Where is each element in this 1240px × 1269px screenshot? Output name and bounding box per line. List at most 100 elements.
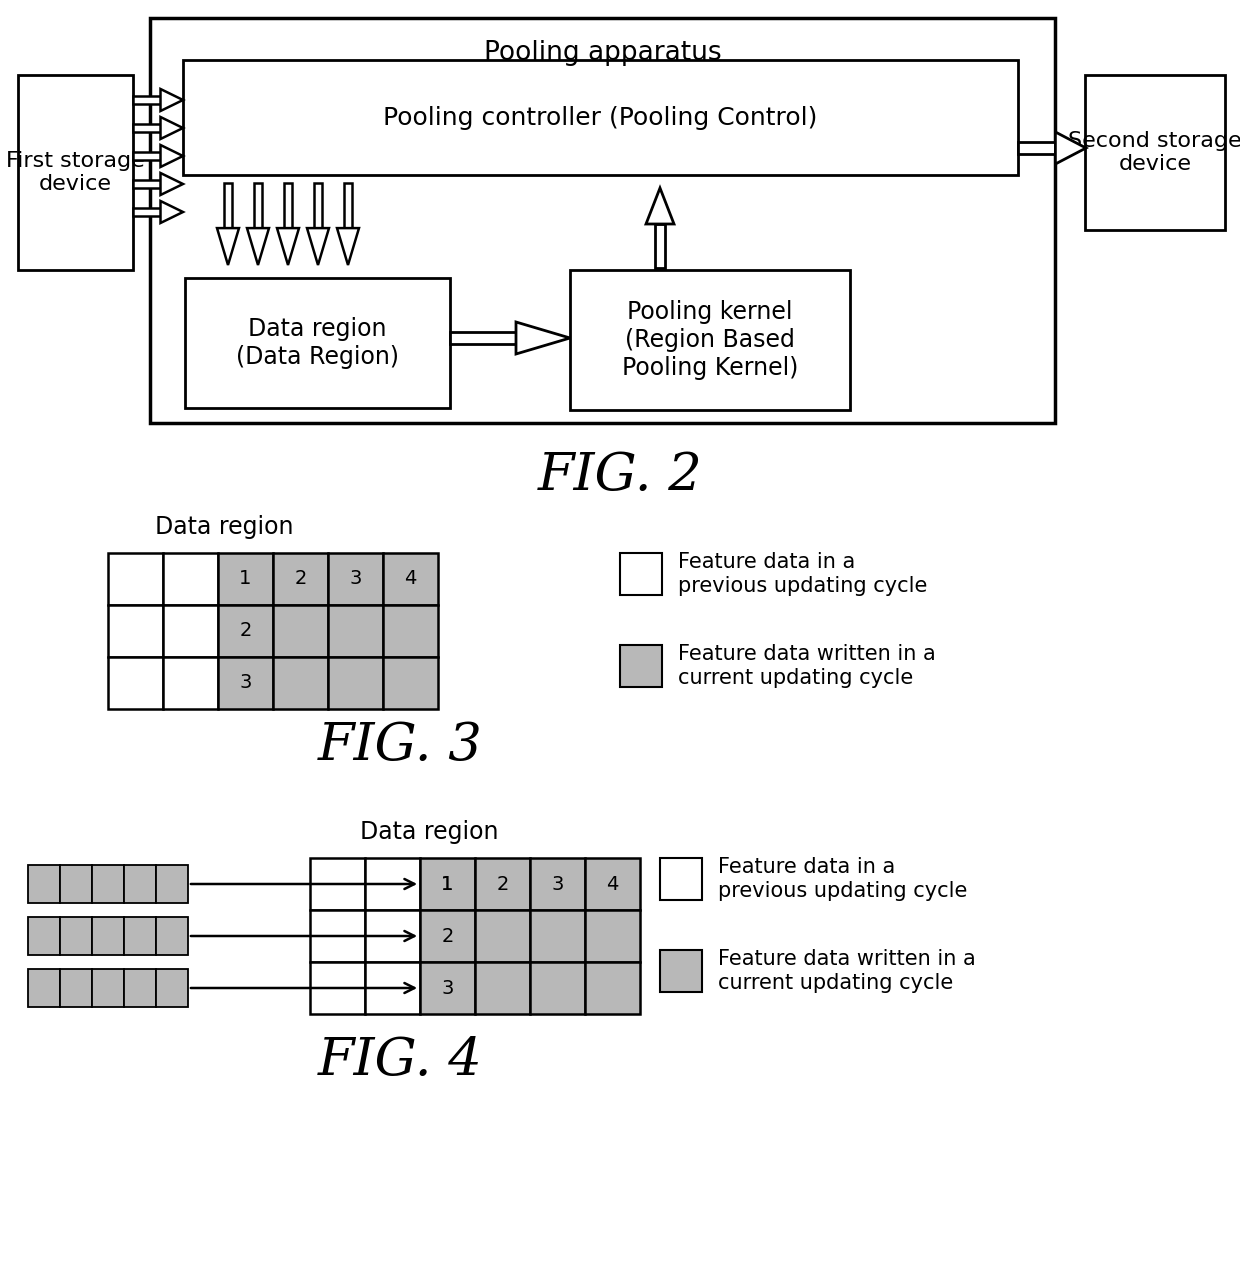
Bar bbox=[162, 553, 218, 605]
Bar bbox=[420, 910, 475, 962]
Polygon shape bbox=[217, 228, 239, 265]
Bar bbox=[383, 605, 438, 657]
Bar bbox=[156, 865, 188, 904]
Bar bbox=[345, 183, 352, 228]
Bar bbox=[224, 183, 232, 228]
Bar bbox=[310, 962, 365, 1014]
Bar bbox=[273, 553, 329, 605]
Bar bbox=[218, 553, 273, 605]
Text: 3: 3 bbox=[552, 874, 564, 893]
Bar bbox=[585, 962, 640, 1014]
Text: Second storage
device: Second storage device bbox=[1068, 131, 1240, 174]
Bar bbox=[475, 858, 529, 910]
Polygon shape bbox=[1055, 132, 1086, 164]
Bar bbox=[450, 332, 516, 344]
Polygon shape bbox=[160, 145, 184, 168]
Bar bbox=[365, 910, 420, 962]
Bar bbox=[29, 970, 60, 1008]
Bar bbox=[92, 865, 124, 904]
Text: Pooling apparatus: Pooling apparatus bbox=[484, 41, 722, 66]
Bar bbox=[273, 605, 329, 657]
Text: FIG. 4: FIG. 4 bbox=[317, 1036, 482, 1086]
Text: 2: 2 bbox=[496, 874, 508, 893]
Bar bbox=[310, 858, 365, 910]
Bar bbox=[620, 553, 662, 595]
Polygon shape bbox=[516, 322, 570, 354]
Bar bbox=[310, 910, 365, 962]
Text: 4: 4 bbox=[606, 874, 619, 893]
Bar bbox=[529, 858, 585, 910]
Bar bbox=[162, 657, 218, 709]
Text: 3: 3 bbox=[441, 978, 454, 997]
Bar bbox=[29, 865, 60, 904]
Bar bbox=[124, 970, 156, 1008]
Bar bbox=[133, 180, 160, 188]
Bar bbox=[156, 970, 188, 1008]
Text: Feature data in a
previous updating cycle: Feature data in a previous updating cycl… bbox=[718, 858, 967, 901]
Bar bbox=[284, 183, 291, 228]
Text: 3: 3 bbox=[239, 674, 252, 693]
Bar bbox=[218, 657, 273, 709]
Text: 3: 3 bbox=[350, 570, 362, 589]
Polygon shape bbox=[308, 228, 329, 265]
Polygon shape bbox=[160, 117, 184, 140]
Text: 2: 2 bbox=[441, 926, 454, 945]
Bar bbox=[133, 124, 160, 132]
Text: Data region: Data region bbox=[155, 515, 294, 539]
Bar bbox=[570, 270, 849, 410]
Bar bbox=[420, 962, 475, 1014]
Bar bbox=[92, 917, 124, 956]
Bar bbox=[655, 225, 665, 268]
Bar bbox=[133, 96, 160, 104]
Bar bbox=[60, 865, 92, 904]
Text: 1: 1 bbox=[441, 874, 454, 893]
Bar bbox=[529, 910, 585, 962]
Bar bbox=[314, 183, 322, 228]
Text: FIG. 2: FIG. 2 bbox=[538, 450, 702, 501]
Bar bbox=[383, 657, 438, 709]
Bar bbox=[329, 657, 383, 709]
Text: 2: 2 bbox=[294, 570, 306, 589]
Bar bbox=[156, 917, 188, 956]
Bar bbox=[185, 278, 450, 409]
Bar bbox=[124, 865, 156, 904]
Bar bbox=[108, 553, 162, 605]
Bar bbox=[420, 858, 475, 910]
Polygon shape bbox=[337, 228, 360, 265]
Polygon shape bbox=[160, 89, 184, 110]
Bar bbox=[92, 970, 124, 1008]
Bar bbox=[475, 910, 529, 962]
Text: 2: 2 bbox=[239, 622, 252, 641]
Text: 4: 4 bbox=[404, 570, 417, 589]
Text: FIG. 3: FIG. 3 bbox=[317, 720, 482, 772]
Bar bbox=[529, 962, 585, 1014]
Bar bbox=[108, 605, 162, 657]
Bar bbox=[475, 962, 529, 1014]
Bar bbox=[29, 917, 60, 956]
Bar bbox=[19, 75, 133, 270]
Text: Feature data written in a
current updating cycle: Feature data written in a current updati… bbox=[678, 645, 936, 688]
Bar bbox=[365, 962, 420, 1014]
Bar bbox=[660, 858, 702, 900]
Bar bbox=[60, 917, 92, 956]
Text: Pooling kernel
(Region Based
Pooling Kernel): Pooling kernel (Region Based Pooling Ker… bbox=[621, 301, 799, 379]
Bar bbox=[365, 858, 420, 910]
Bar bbox=[273, 657, 329, 709]
Bar bbox=[585, 910, 640, 962]
Text: Pooling controller (Pooling Control): Pooling controller (Pooling Control) bbox=[383, 105, 817, 129]
Bar bbox=[60, 970, 92, 1008]
Bar bbox=[1085, 75, 1225, 230]
Bar bbox=[162, 605, 218, 657]
Text: Feature data in a
previous updating cycle: Feature data in a previous updating cycl… bbox=[678, 552, 928, 595]
Bar bbox=[150, 18, 1055, 423]
Text: 1: 1 bbox=[441, 874, 454, 893]
Bar bbox=[620, 645, 662, 687]
Polygon shape bbox=[247, 228, 269, 265]
Bar bbox=[329, 605, 383, 657]
Bar bbox=[124, 917, 156, 956]
Bar bbox=[585, 858, 640, 910]
Bar bbox=[329, 553, 383, 605]
Polygon shape bbox=[160, 201, 184, 223]
Bar bbox=[133, 152, 160, 160]
Bar bbox=[133, 208, 160, 216]
